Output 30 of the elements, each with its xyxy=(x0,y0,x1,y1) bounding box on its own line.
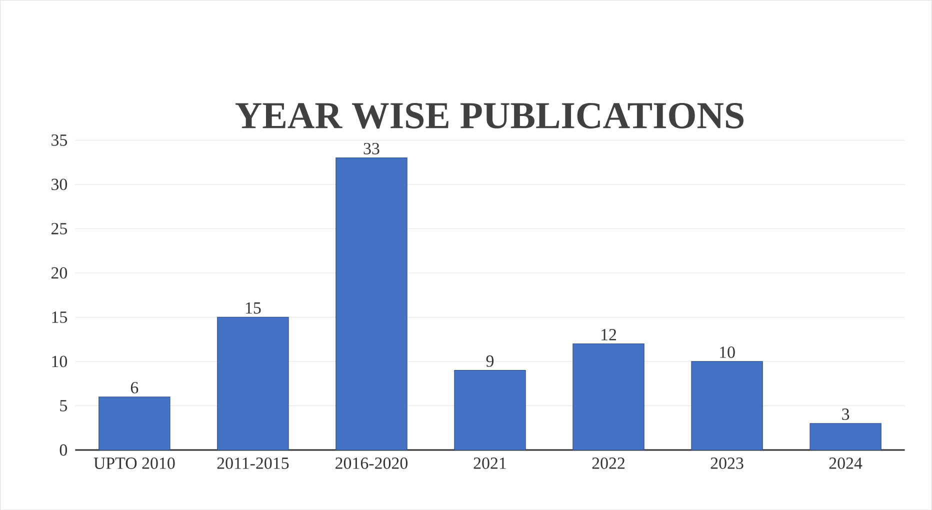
bar xyxy=(454,370,526,450)
y-tick-label: 30 xyxy=(52,178,68,190)
y-tick-label: 25 xyxy=(51,222,67,234)
x-tick-label: 2024 xyxy=(829,457,862,469)
x-tick-label: 2016-2020 xyxy=(336,457,408,469)
y-tick-label: 15 xyxy=(52,311,67,323)
x-tick-label: 2022 xyxy=(592,457,625,469)
y-tick-label: 5 xyxy=(60,400,68,412)
x-tick-label: 2023 xyxy=(710,457,744,469)
data-label: 9 xyxy=(486,355,494,367)
y-tick-label: 20 xyxy=(51,267,68,279)
data-label: 33 xyxy=(364,142,380,154)
data-label: 12 xyxy=(602,328,616,340)
x-tick-label: UPTO 2010 xyxy=(94,457,175,469)
bar xyxy=(691,361,763,450)
x-tick-label: 2021 xyxy=(474,457,506,469)
bar xyxy=(98,396,170,450)
data-label: 3 xyxy=(842,408,850,420)
bar xyxy=(810,423,882,450)
data-label: 10 xyxy=(720,346,735,358)
chart-title: YEAR WISE PUBLICATIONS xyxy=(236,102,744,129)
data-label: 6 xyxy=(130,382,138,394)
bar xyxy=(336,157,408,450)
y-tick-label: 0 xyxy=(60,444,68,456)
bar xyxy=(572,343,644,450)
x-tick-label: 2011-2015 xyxy=(217,457,289,469)
y-tick-label: 35 xyxy=(52,134,67,146)
bar xyxy=(217,316,289,450)
data-label: 15 xyxy=(246,302,261,314)
y-tick-label: 10 xyxy=(52,356,68,368)
